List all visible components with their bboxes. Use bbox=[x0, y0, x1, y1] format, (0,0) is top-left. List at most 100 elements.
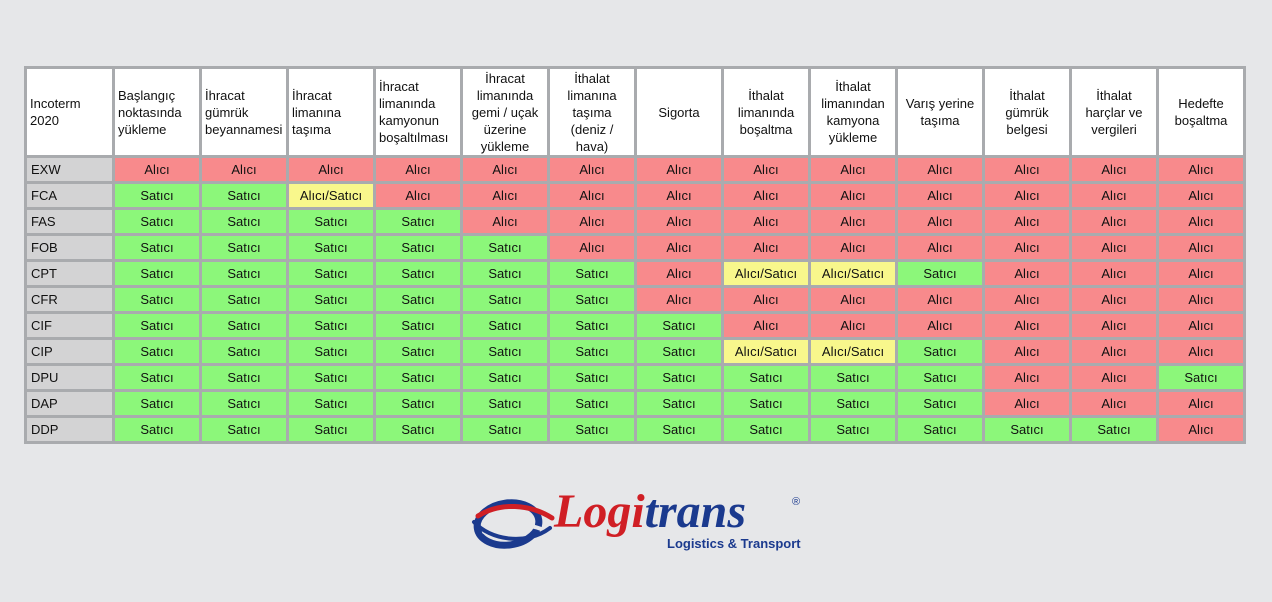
responsibility-cell: Alıcı bbox=[376, 184, 460, 207]
responsibility-cell: Alıcı bbox=[1159, 418, 1243, 441]
responsibility-cell: Satıcı bbox=[115, 366, 199, 389]
table-row: FOB Satıcı Satıcı Satıcı Satıcı Satıcı Alıcı Al… bbox=[27, 236, 1243, 259]
responsibility-cell: Alıcı bbox=[463, 184, 547, 207]
responsibility-cell: Satıcı bbox=[550, 418, 634, 441]
responsibility-cell: Satıcı bbox=[811, 418, 895, 441]
responsibility-cell: Alıcı bbox=[1159, 158, 1243, 181]
responsibility-cell: Alıcı/Satıcı bbox=[724, 262, 808, 285]
responsibility-cell: Satıcı bbox=[115, 418, 199, 441]
responsibility-cell: Alıcı bbox=[550, 158, 634, 181]
responsibility-cell: Alıcı bbox=[985, 262, 1069, 285]
responsibility-cell: Alıcı/Satıcı bbox=[289, 184, 373, 207]
responsibility-cell: Satıcı bbox=[463, 288, 547, 311]
incoterm-code: CIP bbox=[27, 340, 112, 363]
responsibility-cell: Satıcı bbox=[637, 366, 721, 389]
incoterm-code: DPU bbox=[27, 366, 112, 389]
responsibility-cell: Alıcı/Satıcı bbox=[811, 262, 895, 285]
incoterm-code: CFR bbox=[27, 288, 112, 311]
responsibility-cell: Alıcı bbox=[1072, 340, 1156, 363]
registered-mark: ® bbox=[792, 496, 801, 508]
responsibility-cell: Alıcı bbox=[637, 184, 721, 207]
responsibility-cell: Alıcı bbox=[811, 184, 895, 207]
responsibility-cell: Satıcı bbox=[202, 418, 286, 441]
responsibility-cell: Alıcı bbox=[811, 210, 895, 233]
responsibility-cell: Satıcı bbox=[376, 262, 460, 285]
incoterm-code: FOB bbox=[27, 236, 112, 259]
responsibility-cell: Alıcı bbox=[811, 314, 895, 337]
table-body: EXW Alıcı Alıcı Alıcı Alıcı Alıcı Alıcı Alıcı Al… bbox=[27, 158, 1243, 441]
responsibility-cell: Satıcı bbox=[115, 210, 199, 233]
responsibility-cell: Satıcı bbox=[463, 392, 547, 415]
responsibility-cell: Alıcı bbox=[1159, 288, 1243, 311]
responsibility-cell: Satıcı bbox=[463, 262, 547, 285]
responsibility-cell: Satıcı bbox=[376, 236, 460, 259]
responsibility-cell: Satıcı bbox=[898, 418, 982, 441]
responsibility-cell: Satıcı bbox=[463, 340, 547, 363]
table-row: DDP Satıcı Satıcı Satıcı Satıcı Satıcı Satıcı S… bbox=[27, 418, 1243, 441]
column-header: İhracat limanında kamyonun boşaltılması bbox=[376, 69, 460, 155]
responsibility-cell: Satıcı bbox=[289, 418, 373, 441]
responsibility-cell: Satıcı bbox=[463, 418, 547, 441]
responsibility-cell: Alıcı bbox=[550, 236, 634, 259]
column-header: İhracat gümrük beyannamesi bbox=[202, 69, 286, 155]
responsibility-cell: Alıcı bbox=[1159, 392, 1243, 415]
responsibility-cell: Satıcı bbox=[289, 262, 373, 285]
responsibility-cell: Satıcı bbox=[115, 262, 199, 285]
responsibility-cell: Satıcı bbox=[550, 314, 634, 337]
header-row: Incoterm 2020 Başlangıç noktasında yüklem… bbox=[27, 69, 1243, 155]
table-row: FAS Satıcı Satıcı Satıcı Satıcı Alıcı Alıcı Alı… bbox=[27, 210, 1243, 233]
responsibility-cell: Satıcı bbox=[202, 262, 286, 285]
responsibility-cell: Alıcı bbox=[724, 158, 808, 181]
responsibility-cell: Alıcı bbox=[811, 288, 895, 311]
responsibility-cell: Alıcı bbox=[985, 184, 1069, 207]
responsibility-cell: Satıcı bbox=[202, 236, 286, 259]
responsibility-cell: Satıcı bbox=[637, 418, 721, 441]
responsibility-cell: Satıcı bbox=[463, 366, 547, 389]
responsibility-cell: Satıcı bbox=[202, 340, 286, 363]
responsibility-cell: Satıcı bbox=[289, 366, 373, 389]
responsibility-cell: Alıcı bbox=[637, 236, 721, 259]
responsibility-cell: Alıcı bbox=[724, 314, 808, 337]
incoterm-code: DDP bbox=[27, 418, 112, 441]
responsibility-cell: Satıcı bbox=[550, 392, 634, 415]
column-header: İhracat limanına taşıma bbox=[289, 69, 373, 155]
responsibility-cell: Satıcı bbox=[202, 210, 286, 233]
responsibility-cell: Alıcı bbox=[1159, 236, 1243, 259]
column-header: İthalat limanından kamyona yükleme bbox=[811, 69, 895, 155]
responsibility-cell: Satıcı bbox=[463, 314, 547, 337]
responsibility-cell: Satıcı bbox=[289, 236, 373, 259]
responsibility-cell: Alıcı bbox=[463, 210, 547, 233]
table-row: CFR Satıcı Satıcı Satıcı Satıcı Satıcı Satıcı A… bbox=[27, 288, 1243, 311]
responsibility-cell: Alıcı bbox=[724, 236, 808, 259]
column-header-incoterm: Incoterm 2020 bbox=[27, 69, 112, 155]
responsibility-cell: Alıcı bbox=[898, 184, 982, 207]
responsibility-cell: Alıcı bbox=[1159, 314, 1243, 337]
responsibility-cell: Alıcı bbox=[550, 184, 634, 207]
column-header: Hedefte boşaltma bbox=[1159, 69, 1243, 155]
responsibility-cell: Alıcı bbox=[115, 158, 199, 181]
responsibility-cell: Satıcı bbox=[115, 236, 199, 259]
responsibility-cell: Alıcı bbox=[724, 210, 808, 233]
responsibility-cell: Alıcı bbox=[811, 158, 895, 181]
responsibility-cell: Satıcı bbox=[724, 418, 808, 441]
responsibility-cell: Satıcı bbox=[115, 340, 199, 363]
incoterm-code: EXW bbox=[27, 158, 112, 181]
responsibility-cell: Alıcı bbox=[1072, 262, 1156, 285]
responsibility-cell: Satıcı bbox=[376, 418, 460, 441]
responsibility-cell: Satıcı bbox=[202, 392, 286, 415]
responsibility-cell: Satıcı bbox=[550, 340, 634, 363]
responsibility-cell: Satıcı bbox=[289, 210, 373, 233]
responsibility-cell: Alıcı bbox=[898, 210, 982, 233]
responsibility-cell: Satıcı bbox=[898, 262, 982, 285]
responsibility-cell: Alıcı bbox=[1159, 262, 1243, 285]
incoterm-code: FAS bbox=[27, 210, 112, 233]
responsibility-cell: Alıcı bbox=[985, 288, 1069, 311]
responsibility-cell: Satıcı bbox=[550, 288, 634, 311]
responsibility-cell: Alıcı bbox=[637, 262, 721, 285]
responsibility-cell: Satıcı bbox=[115, 392, 199, 415]
responsibility-cell: Satıcı bbox=[898, 340, 982, 363]
incoterm-code: DAP bbox=[27, 392, 112, 415]
responsibility-cell: Alıcı bbox=[1072, 392, 1156, 415]
responsibility-cell: Alıcı bbox=[1072, 366, 1156, 389]
table-row: DAP Satıcı Satıcı Satıcı Satıcı Satıcı Satıcı S… bbox=[27, 392, 1243, 415]
